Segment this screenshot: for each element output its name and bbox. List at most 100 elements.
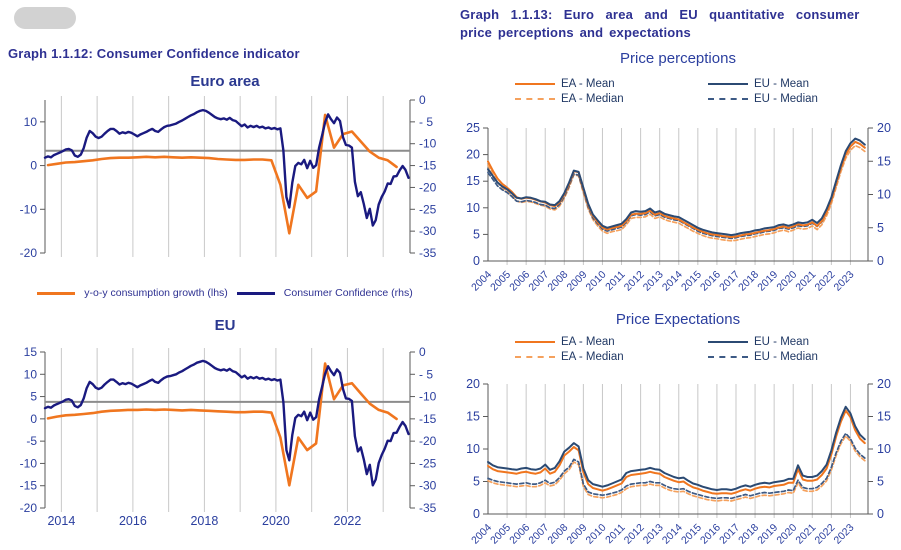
svg-text:2016: 2016 — [698, 269, 723, 294]
legend-entry: EU - Median — [708, 349, 818, 364]
svg-text:2016: 2016 — [698, 522, 723, 547]
svg-text:2011: 2011 — [603, 522, 628, 547]
legend-label: EU - Median — [754, 92, 818, 105]
series-eu-mean — [487, 137, 866, 237]
graph-1-1-12-title: Graph 1.1.12: Consumer Confidence indica… — [8, 46, 300, 61]
legend-dashed-line-swatch — [515, 355, 555, 358]
svg-text:15: 15 — [24, 345, 38, 359]
svg-text:-15: -15 — [419, 159, 437, 173]
legend-line-swatch — [708, 340, 748, 343]
graph-1-1-13-title-line2: price perceptions and expectations — [460, 25, 691, 40]
legend-dashed-line-swatch — [515, 97, 555, 100]
svg-text:10: 10 — [24, 367, 38, 381]
svg-text:2008: 2008 — [545, 522, 570, 547]
svg-text:2004: 2004 — [469, 269, 494, 294]
svg-text:2005: 2005 — [488, 269, 513, 294]
svg-text:2022: 2022 — [334, 514, 362, 528]
svg-text:2015: 2015 — [679, 269, 704, 294]
svg-text:-35: -35 — [419, 246, 437, 260]
legend-entry: EA - Mean — [515, 76, 624, 91]
legend-line-swatch — [236, 291, 275, 295]
price-perceptions-title: Price perceptions — [620, 50, 736, 67]
euro-area-confidence-chart: 10 0 -10 -20 0 - 5 -10 -15 -20 -25 -30 -35 — [20, 93, 437, 260]
svg-text:2009: 2009 — [565, 522, 590, 547]
svg-text:2006: 2006 — [507, 269, 532, 294]
svg-text:2019: 2019 — [755, 522, 780, 547]
eu-confidence-chart: 15 10 5 0 -5 -10 -15 -20 0 - 5 -10 -15 -20 -25 -30 -35 2… — [20, 345, 437, 528]
series-ea-median — [487, 144, 866, 242]
legend-label: EA - Mean — [561, 335, 615, 348]
svg-text:5: 5 — [877, 221, 884, 235]
svg-text:2010: 2010 — [584, 522, 609, 547]
svg-text:2020: 2020 — [774, 269, 799, 294]
legend-label: EA - Median — [561, 350, 624, 363]
redacted-logo-blob — [14, 7, 76, 29]
svg-text:2020: 2020 — [262, 514, 290, 528]
svg-text:2007: 2007 — [526, 269, 551, 294]
svg-text:2011: 2011 — [603, 269, 628, 294]
series-ea-median — [487, 435, 866, 502]
confidence-legend: y-o-y consumption growth (lhs) Consumer C… — [0, 287, 450, 299]
legend-line-swatch — [515, 82, 555, 85]
legend-dashed-line-swatch — [708, 97, 748, 100]
svg-text:2022: 2022 — [812, 269, 837, 294]
eu-chart-title: EU — [214, 317, 236, 334]
series-consumer-confidence-rhs- — [43, 108, 410, 227]
svg-text:-10: -10 — [20, 202, 38, 216]
price-expectations-title: Price Expectations — [615, 311, 741, 328]
svg-text:10: 10 — [466, 442, 480, 456]
svg-text:-10: -10 — [419, 390, 437, 404]
svg-text:-20: -20 — [20, 246, 38, 260]
svg-text:-30: -30 — [419, 224, 437, 238]
svg-text:2014: 2014 — [47, 514, 75, 528]
svg-text:2020: 2020 — [774, 522, 799, 547]
svg-text:10: 10 — [466, 201, 480, 215]
graph-1-1-13-title: Graph 1.1.13: Euro area and EU quantitat… — [460, 6, 898, 42]
legend-label: y-o-y consumption growth (lhs) — [84, 287, 228, 299]
series-consumer-confidence-rhs- — [43, 359, 410, 487]
svg-text:5: 5 — [30, 390, 37, 404]
legend-entry: EA - Mean — [515, 334, 624, 349]
svg-text:15: 15 — [877, 410, 891, 424]
series-y-o-y-consumption-growth-lhs- — [46, 113, 398, 235]
svg-text:2010: 2010 — [584, 269, 609, 294]
legend-entry: EA - Median — [515, 349, 624, 364]
svg-text:-10: -10 — [419, 137, 437, 151]
svg-text:20: 20 — [466, 148, 480, 162]
svg-text:5: 5 — [473, 475, 480, 489]
svg-text:2023: 2023 — [832, 522, 857, 547]
svg-text:20: 20 — [877, 121, 891, 135]
svg-text:0: 0 — [473, 254, 480, 268]
svg-text:10: 10 — [877, 442, 891, 456]
svg-text:15: 15 — [466, 174, 480, 188]
svg-text:20: 20 — [877, 377, 891, 391]
svg-text:0: 0 — [30, 159, 37, 173]
svg-text:-30: -30 — [419, 479, 437, 493]
euro-area-chart-title: Euro area — [190, 73, 260, 90]
legend-line-swatch — [37, 291, 76, 295]
svg-text:-20: -20 — [419, 180, 437, 194]
series-ea-mean — [487, 409, 866, 495]
svg-text:2012: 2012 — [622, 522, 647, 547]
svg-text:2018: 2018 — [190, 514, 218, 528]
svg-text:-15: -15 — [419, 412, 437, 426]
legend-label: EU - Mean — [754, 77, 809, 90]
svg-text:2007: 2007 — [526, 522, 551, 547]
svg-text:5: 5 — [473, 227, 480, 241]
series-y-o-y-consumption-growth-lhs- — [46, 362, 398, 487]
svg-text:-25: -25 — [419, 202, 437, 216]
legend-entry: EU - Mean — [708, 334, 818, 349]
series-eu-median — [487, 432, 866, 500]
legend-entry: EU - Median — [708, 91, 818, 106]
legend-dashed-line-swatch — [708, 355, 748, 358]
svg-text:10: 10 — [24, 115, 38, 129]
price-perceptions-chart: 2520151050201510502004200520062007200820… — [466, 121, 891, 294]
svg-text:2022: 2022 — [812, 522, 837, 547]
svg-text:15: 15 — [877, 154, 891, 168]
svg-text:- 5: - 5 — [419, 115, 433, 129]
svg-text:2008: 2008 — [545, 269, 570, 294]
legend-label: Consumer Confidence (rhs) — [283, 287, 413, 299]
svg-text:- 5: - 5 — [419, 367, 433, 381]
svg-text:0: 0 — [877, 507, 884, 521]
